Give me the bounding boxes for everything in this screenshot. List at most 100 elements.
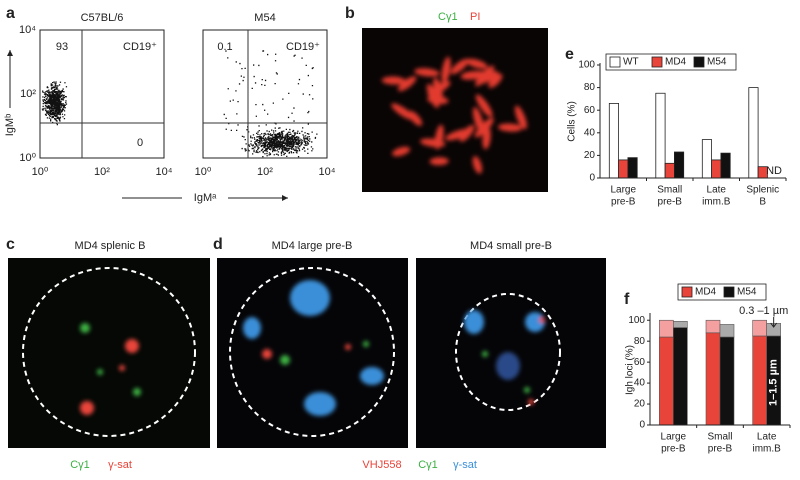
plot-title: C57BL/6 <box>81 12 124 24</box>
stain-label: γ-sat <box>108 459 132 471</box>
stain-label: Cγ1 <box>70 459 90 471</box>
bar <box>748 87 759 179</box>
legend-swatch <box>723 286 735 298</box>
legend-label: MD4 <box>695 287 717 298</box>
x-tick-label: 10⁴ <box>319 166 336 178</box>
y-tick-label: 0 <box>589 173 595 184</box>
bar-segment <box>719 336 735 426</box>
quadrant-value: 0.1 <box>217 41 232 53</box>
chromosome <box>472 107 484 134</box>
panel-label: b <box>345 5 355 22</box>
image-title: MD4 small pre-B <box>470 240 552 252</box>
x-tick-label: pre-B <box>611 197 636 208</box>
annotation-arrow <box>770 317 778 328</box>
axis-arrow <box>282 195 288 201</box>
stain-label: γ-sat <box>453 459 477 471</box>
x-axis-label: IgMᵃ <box>194 192 217 204</box>
quadrant-value: 0 <box>137 137 143 149</box>
x-tick-label: 10⁰ <box>195 166 212 178</box>
legend-label: M54 <box>707 57 727 68</box>
x-tick-label: Splenic <box>746 185 779 196</box>
plot-frame <box>202 29 328 159</box>
chromosome <box>497 123 523 132</box>
stain-label: PI <box>470 11 480 23</box>
x-tick-label: pre-B <box>661 444 686 455</box>
y-tick-label: 100 <box>628 315 645 326</box>
y-axis-label: Igh loci (%) <box>625 345 636 395</box>
chromosome <box>408 110 423 126</box>
axis <box>599 63 786 179</box>
image-title: MD4 splenic B <box>75 240 146 252</box>
bar <box>655 92 666 179</box>
bar-segment <box>705 332 721 426</box>
bar-segment <box>752 319 767 337</box>
bar <box>627 157 638 179</box>
bar <box>674 151 685 179</box>
chromosome <box>472 156 483 174</box>
annotation: 0.3 –1 µm <box>739 305 788 317</box>
metaphase-image <box>362 28 548 192</box>
y-tick-label: 40 <box>584 127 596 138</box>
x-tick-label: pre-B <box>708 444 733 455</box>
nucleus-image <box>8 258 210 448</box>
chromosome <box>441 56 451 84</box>
chromosome <box>381 76 406 85</box>
chromosome <box>429 157 449 166</box>
bar-segment <box>752 335 767 426</box>
chromosome <box>465 58 488 69</box>
chromosome <box>414 68 440 77</box>
nucleus-image <box>416 258 606 448</box>
chromosome <box>514 105 527 130</box>
chromosome <box>426 83 440 109</box>
bar <box>618 159 629 179</box>
y-tick-label: 10² <box>20 88 36 100</box>
x-tick-label: 10² <box>257 166 273 178</box>
x-tick-label: pre-B <box>658 197 683 208</box>
annotation: 1–1.5 µm <box>768 359 780 406</box>
annotation: ND <box>766 165 782 177</box>
quadrant-value: 93 <box>56 41 68 53</box>
x-tick-label: B <box>759 197 766 208</box>
y-tick-label: 0 <box>639 420 645 431</box>
stain-label: VHJ558 <box>362 459 401 471</box>
panel-label: e <box>565 46 574 63</box>
y-axis-label: Cells (%) <box>567 101 578 142</box>
axis-arrow <box>7 50 13 56</box>
bar <box>720 152 731 179</box>
y-tick-label: 10⁰ <box>19 152 36 164</box>
bar-segment <box>705 319 721 334</box>
bar-segment <box>673 320 688 328</box>
y-tick-label: 40 <box>634 378 646 389</box>
y-tick-label: 100 <box>578 60 595 71</box>
y-tick-label: 10⁴ <box>19 24 36 36</box>
legend-swatch <box>681 286 693 298</box>
legend-label: WT <box>623 57 639 68</box>
x-tick-label: Large <box>610 185 636 196</box>
y-tick-label: 20 <box>634 399 646 410</box>
chromosome <box>392 146 411 157</box>
legend-box <box>677 283 767 301</box>
event-cloud <box>223 50 318 158</box>
chromosome <box>474 117 494 138</box>
quadrant-label: CD19⁺ <box>286 41 320 53</box>
bar <box>608 103 619 179</box>
y-tick-label: 20 <box>584 150 596 161</box>
bar <box>664 162 675 179</box>
bar-segment <box>673 327 688 426</box>
plot-title: M54 <box>254 12 275 24</box>
stain-label: Cγ1 <box>418 459 438 471</box>
legend-label: M54 <box>737 287 757 298</box>
x-tick-label: Small <box>657 185 682 196</box>
x-tick-label: 10² <box>94 166 110 178</box>
bar <box>701 139 712 179</box>
bar <box>711 159 722 179</box>
chromosome <box>391 103 415 120</box>
x-tick-label: imm.B <box>702 197 731 208</box>
quadrant-value: 95 <box>297 137 309 149</box>
y-tick-label: 60 <box>584 105 596 116</box>
nucleus-image <box>217 258 408 448</box>
image-title: MD4 large pre-B <box>272 240 353 252</box>
chromosome <box>488 73 503 88</box>
legend-label: MD4 <box>665 57 687 68</box>
